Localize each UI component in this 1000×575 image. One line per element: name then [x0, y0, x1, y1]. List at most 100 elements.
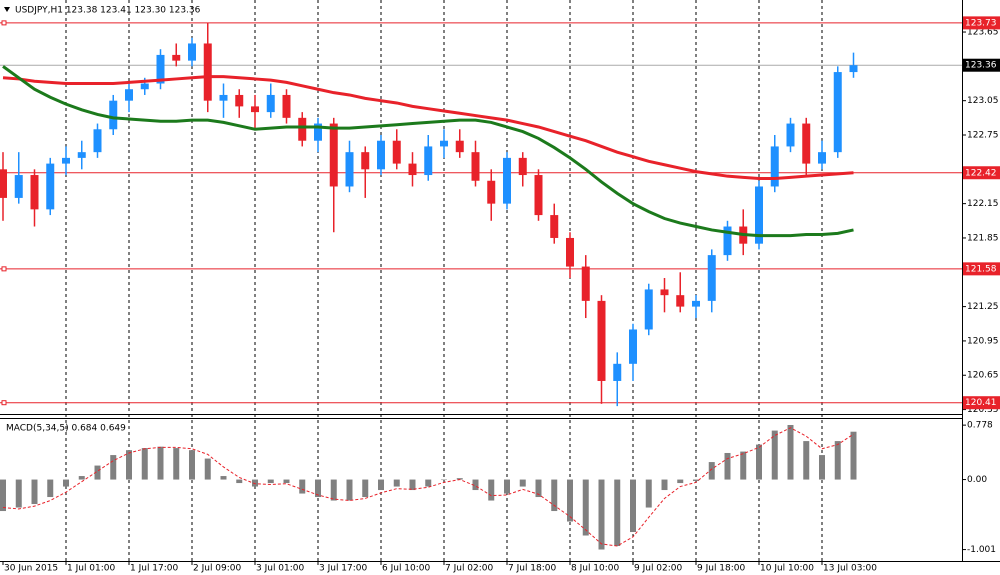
chart-title: USDJPY,H1 123.38 123.41 123.30 123.36 — [15, 6, 201, 16]
histogram-bar — [31, 479, 38, 505]
histogram-bar — [787, 424, 794, 480]
level-label-box — [963, 262, 1000, 276]
histogram-bar — [724, 452, 731, 480]
histogram-bar — [519, 479, 526, 487]
level-label: 123.73 — [965, 18, 997, 28]
candle-body — [46, 163, 55, 210]
candle-body — [377, 140, 385, 170]
level-label-box — [963, 396, 1000, 410]
candle-body — [676, 295, 685, 307]
histogram-bar — [441, 479, 447, 481]
candle-body — [125, 89, 133, 101]
level-label: 122.42 — [965, 168, 997, 178]
histogram-bar — [693, 479, 699, 481]
candle-body — [660, 289, 669, 296]
candle-body — [0, 169, 7, 198]
histogram-bar — [771, 430, 778, 480]
histogram-bar — [0, 479, 6, 512]
y-tick-label: 122.15 — [967, 199, 999, 209]
histogram-bar — [708, 462, 715, 480]
histogram-bar — [299, 479, 306, 494]
histogram-bar — [598, 479, 605, 550]
histogram-bar — [740, 451, 747, 480]
histogram-bar — [661, 479, 668, 491]
level-label: 120.41 — [965, 398, 997, 408]
candle-body — [755, 186, 763, 244]
histogram-bar — [630, 479, 636, 533]
candle-body — [251, 106, 259, 113]
x-tick-label: 7 Jul 02:00 — [445, 564, 494, 574]
histogram-bar — [409, 479, 416, 491]
level-label-box — [963, 166, 1000, 180]
y-tick-label: 123.05 — [967, 96, 999, 106]
candle-body — [644, 289, 653, 330]
moving-average — [2, 65, 854, 238]
histogram-bar — [567, 479, 573, 522]
candle-body — [93, 129, 102, 153]
y-tick-label: 0.00 — [967, 475, 987, 485]
candle-body — [518, 157, 527, 176]
histogram-bar — [63, 479, 69, 487]
histogram-bar — [456, 478, 463, 480]
level-marker — [1, 20, 7, 26]
histogram-bar — [173, 448, 180, 480]
candle-body — [77, 152, 86, 158]
x-tick-label: 1 Jul 01:00 — [67, 564, 116, 574]
histogram-bar — [504, 479, 510, 494]
candle-body — [597, 300, 606, 381]
histogram-bar — [551, 479, 558, 512]
histogram-bar — [220, 476, 227, 480]
candle-body — [235, 94, 244, 107]
candle-body — [345, 152, 354, 187]
level-label: 121.58 — [965, 264, 997, 274]
histogram-bar — [756, 444, 762, 480]
level-marker — [1, 400, 7, 406]
candle-body — [440, 140, 448, 147]
candle-body — [14, 175, 23, 198]
candle-body — [140, 83, 149, 90]
histogram-bar — [126, 450, 132, 480]
histogram-bar — [157, 446, 164, 480]
histogram-bar — [189, 450, 195, 480]
y-tick-label: 122.75 — [967, 130, 999, 140]
candle-body — [408, 163, 417, 176]
histogram-bar — [283, 479, 290, 484]
level-label-box — [963, 16, 1000, 30]
histogram-bar — [834, 441, 841, 480]
histogram-bar — [850, 431, 857, 480]
current-price-box — [963, 58, 1000, 72]
candle-body — [566, 237, 574, 267]
x-tick-label: 9 Jul 02:00 — [634, 564, 683, 574]
candle-body — [156, 54, 165, 84]
macd-title: MACD(5,34,5) 0.684 0.649 — [6, 424, 126, 434]
candle-body — [188, 43, 196, 61]
histogram-bar — [346, 479, 353, 501]
histogram-bar — [362, 479, 369, 498]
y-tick-label: 123.65 — [967, 28, 999, 38]
histogram-bar — [236, 479, 243, 484]
candle-body — [770, 146, 779, 187]
candle-body — [361, 152, 370, 170]
candle-body — [707, 255, 716, 301]
candle-body — [818, 152, 826, 164]
y-tick-label: 0.778 — [967, 421, 993, 431]
histogram-bar — [110, 455, 117, 480]
histogram-bar — [582, 479, 589, 536]
y-tick-label: 120.65 — [967, 371, 999, 381]
candle-body — [692, 300, 700, 307]
candle-body — [613, 363, 622, 381]
candle-body — [786, 123, 795, 147]
histogram-bar — [645, 479, 652, 508]
candle-body — [392, 140, 401, 164]
histogram-bar — [315, 479, 321, 498]
histogram-bar — [378, 479, 384, 491]
candle-body — [282, 94, 291, 118]
moving-average — [2, 75, 854, 180]
candle-body — [266, 94, 275, 113]
candle-body — [629, 329, 637, 364]
candle-body — [109, 100, 118, 130]
histogram-bar — [94, 465, 101, 480]
candle-body — [550, 215, 559, 238]
